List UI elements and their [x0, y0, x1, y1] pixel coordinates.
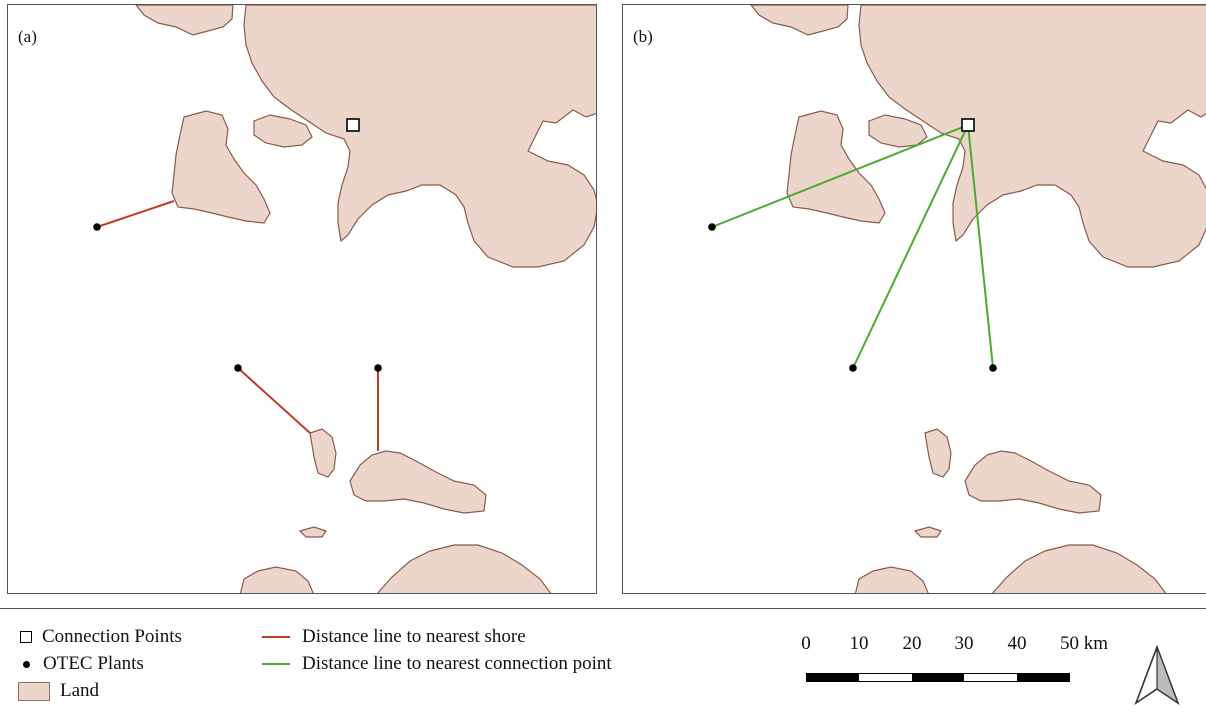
- connection-line-3: [967, 124, 994, 369]
- legend-label: Distance line to nearest shore: [302, 626, 526, 647]
- legend-label: Land: [60, 680, 100, 701]
- shore-line-1: [96, 200, 175, 228]
- legend-item-land: Land: [18, 680, 99, 702]
- otec-plant-1: [93, 223, 101, 231]
- scale-tick: 0: [801, 633, 811, 654]
- panel-label-a: (a): [18, 27, 37, 46]
- scale-tick: 50 km: [1059, 633, 1109, 654]
- land-south-island: [964, 450, 1102, 514]
- land-northwest: [750, 5, 849, 36]
- otec-plant-3: [989, 364, 997, 372]
- panel-label-b: (b): [633, 27, 653, 46]
- otec-plants: [93, 223, 382, 372]
- connection-distance-lines: [711, 124, 994, 369]
- red-line-icon: [262, 636, 290, 638]
- legend-label: Connection Points: [42, 626, 182, 647]
- land-west-central: [786, 110, 886, 224]
- green-line-icon: [262, 663, 290, 665]
- connection-point: [961, 118, 975, 132]
- land-bottom-right: [991, 544, 1167, 593]
- connection-line-1: [711, 124, 969, 228]
- land-south-islet: [924, 428, 952, 478]
- otec-plant-2: [234, 364, 242, 372]
- scale-bar-segments: [806, 673, 1070, 682]
- land-south-islet: [309, 428, 337, 478]
- land-swatch-icon: [18, 681, 50, 701]
- scale-tick-labels: 0 10 20 30 40 50 km: [801, 633, 1108, 657]
- land-tiny-islet: [913, 526, 942, 538]
- scale-tick: 40: [1007, 633, 1027, 654]
- connection-line-2: [852, 124, 969, 369]
- map-legend: Connection Points OTEC Plants Land Dista…: [0, 608, 1206, 714]
- legend-item-connection-points: Connection Points: [18, 626, 182, 648]
- land-south-island: [349, 450, 487, 514]
- legend-label: OTEC Plants: [43, 653, 144, 674]
- land-polygons: [750, 5, 1206, 593]
- scale-tick: 30: [954, 633, 974, 654]
- land-main-north: [243, 5, 596, 268]
- land-northwest: [135, 5, 234, 36]
- map-a-svg: [93, 5, 596, 593]
- legend-item-shore-line: Distance line to nearest shore: [262, 626, 526, 648]
- legend-item-connection-line: Distance line to nearest connection poin…: [262, 653, 612, 675]
- hollow-square-icon: [20, 631, 32, 643]
- map-panel-b: (b): [622, 4, 1206, 594]
- legend-item-otec-plants: OTEC Plants: [18, 653, 144, 675]
- land-tiny-islet: [298, 526, 327, 538]
- map-b-svg: [708, 5, 1206, 593]
- map-panel-a: (a): [7, 4, 597, 594]
- otec-plants: [708, 223, 997, 372]
- scale-tick: 10: [849, 633, 869, 654]
- otec-plant-3: [374, 364, 382, 372]
- legend-label: Distance line to nearest connection poin…: [302, 653, 612, 674]
- north-arrow-icon: [1134, 645, 1180, 705]
- shore-distance-lines: [96, 200, 379, 451]
- shore-line-2: [237, 367, 311, 434]
- land-main-north: [858, 5, 1206, 268]
- otec-plant-1: [708, 223, 716, 231]
- land-small-middle: [868, 114, 928, 148]
- scale-bar: 0 10 20 30 40 50 km: [801, 633, 1108, 682]
- land-small-middle: [253, 114, 313, 148]
- land-bottom-right: [376, 544, 552, 593]
- land-bottom-left: [854, 566, 929, 593]
- otec-plant-2: [849, 364, 857, 372]
- land-bottom-left: [239, 566, 314, 593]
- black-dot-icon: [23, 660, 30, 668]
- scale-tick: 20: [902, 633, 922, 654]
- connection-point: [346, 118, 360, 132]
- land-west-central: [171, 110, 271, 224]
- land-polygons: [135, 5, 596, 593]
